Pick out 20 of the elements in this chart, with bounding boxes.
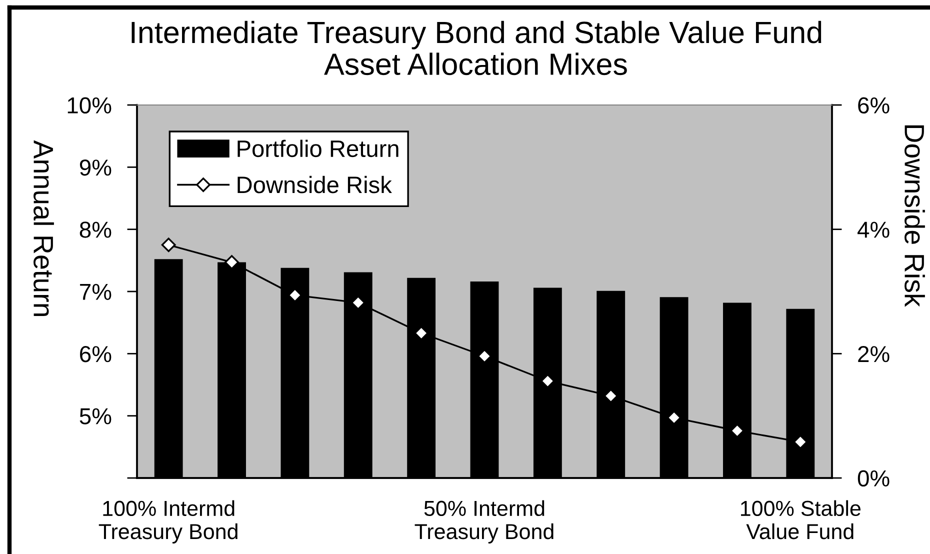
legend-label: Downside Risk [238,176,392,194]
y2-axis-title: Downside Risk [904,125,925,307]
chart-title: Intermediate Treasury Bond and Stable Value Fund Asset Allocation Mixes [132,20,822,76]
y2-tick-label: 4% [858,222,890,238]
y2-tick-label: 0% [858,470,890,487]
x-tick-label: 100% Intermd Treasury Bond [98,500,238,544]
y-axis-title: Annual Return [34,140,54,316]
y-tick-label: 8% [80,222,112,238]
y-tick-label: 9% [80,159,112,176]
y2-tick-label: 2% [858,346,890,362]
x-tick-label: 50% Intermd Treasury Bond [414,500,554,544]
y-tick-label: 6% [80,346,112,362]
y-tick-label: 7% [80,284,112,300]
y-tick-label: 10% [68,97,112,114]
y2-tick-label: 6% [858,97,890,114]
point [224,255,239,270]
y-tick-label: 5% [80,408,112,424]
legend-label: Portfolio Return [238,140,398,158]
point [161,238,176,252]
x-tick-label: 100% Stable Value Fund [741,500,860,540]
